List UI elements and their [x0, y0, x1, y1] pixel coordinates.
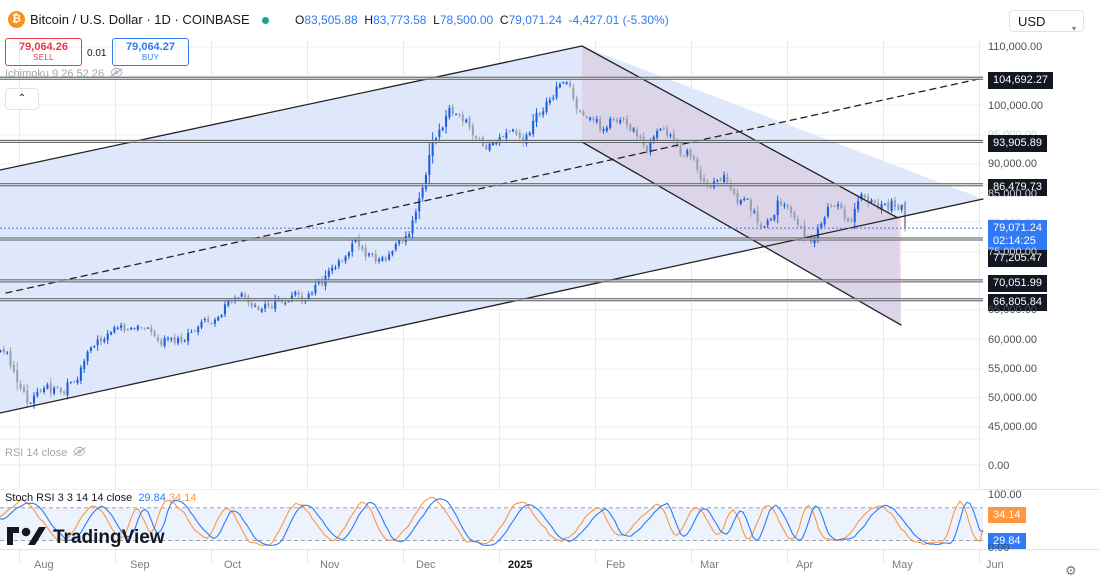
svg-text:TradingView: TradingView: [53, 527, 165, 548]
